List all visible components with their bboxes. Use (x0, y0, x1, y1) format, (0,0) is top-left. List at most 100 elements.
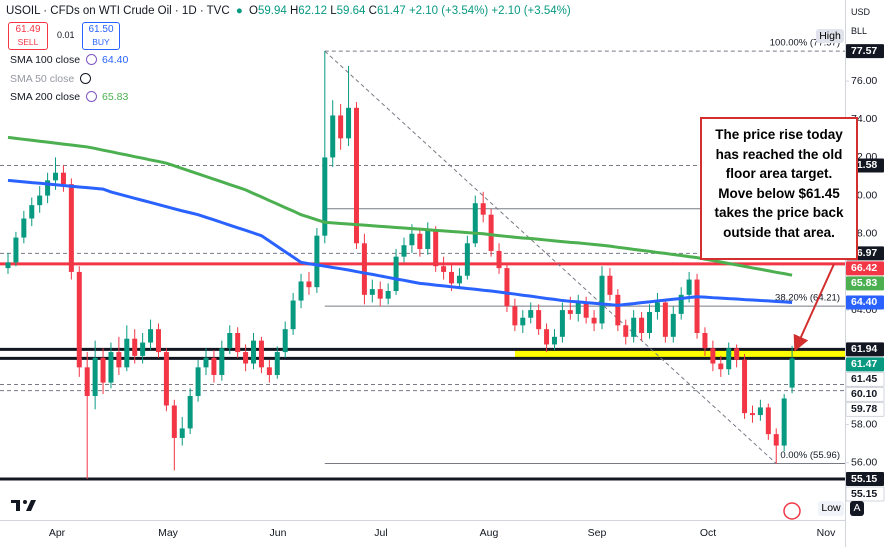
candle-body (401, 245, 407, 257)
candle-body (377, 289, 383, 299)
candle-body (274, 352, 280, 375)
candle-body (425, 229, 431, 250)
fib-label: 100.00% (77.57) (770, 38, 840, 49)
ohlc-key: H (289, 5, 299, 17)
low-button[interactable]: Low (818, 501, 844, 516)
candle-body (599, 275, 605, 324)
candle-body (171, 405, 177, 438)
x-tick-label: May (158, 527, 179, 539)
currency[interactable]: USD (851, 7, 871, 17)
ohlc-value: 62.12 (298, 5, 328, 17)
magic-icon[interactable] (783, 502, 801, 520)
legend-value: 64.40 (102, 54, 129, 66)
legend-icon (86, 54, 98, 65)
price-label-bg (845, 386, 885, 402)
candle-body (322, 157, 328, 236)
symbol: USOIL · CFDs on WTI Crude Oil · 1D · TVC (6, 5, 230, 17)
price-label-bg (846, 342, 884, 357)
y-tick-label: 76.00 (851, 75, 877, 87)
candle-body (607, 275, 613, 295)
price-label-bg (846, 357, 884, 372)
candle-body (662, 302, 668, 337)
candle-body (140, 342, 146, 356)
buy-price: 61.50 (88, 24, 114, 35)
candle-body (480, 203, 486, 215)
candle-body (417, 233, 423, 250)
candle-body (60, 172, 66, 185)
candle-body (37, 195, 43, 206)
header: USOIL · CFDs on WTI Crude Oil · 1D · TVC… (6, 5, 571, 17)
candle-body (670, 313, 676, 337)
annotation-line: The price rise today (715, 127, 843, 142)
candle-body (536, 310, 542, 330)
candle-body (496, 250, 502, 269)
candle-body (219, 348, 225, 375)
price-label-bg (845, 401, 885, 417)
x-tick-label: Aug (480, 527, 499, 539)
candle-body (211, 357, 217, 375)
fib-label: 0.00% (55.96) (780, 450, 840, 461)
buy-button[interactable]: 61.50 BUY (82, 22, 120, 50)
change: +2.10 (+3.54%) (408, 5, 489, 17)
candle-body (734, 348, 740, 360)
y-tick-label: 58.00 (851, 418, 877, 430)
candle-body (678, 294, 684, 314)
candle-body (559, 310, 565, 337)
ohlc: O59.94 H62.12 L59.64 C61.47 +2.10 (+3.54… (249, 5, 571, 17)
price-label-bg (845, 486, 885, 502)
auto-button[interactable]: A (850, 501, 864, 516)
candle-body (686, 279, 692, 295)
candle-body (575, 302, 581, 314)
candle-body (528, 310, 534, 318)
sell-price: 61.49 (15, 24, 41, 35)
candle-body (84, 367, 90, 396)
price-label: 61.45 (851, 373, 877, 385)
candle-body (235, 332, 241, 353)
price-label: 55.15 (851, 488, 877, 500)
candle-body (433, 229, 439, 267)
x-tick-label: Jun (270, 527, 287, 539)
candle-body (346, 107, 352, 139)
legend-name: SMA 100 close (10, 54, 81, 66)
zone (515, 349, 845, 359)
ohlc-value: 61.47 (376, 5, 406, 17)
unit[interactable]: BLL (851, 26, 868, 36)
annotation-line: takes the price back (714, 205, 844, 220)
fib-trend (324, 50, 777, 464)
candle-body (615, 294, 621, 326)
high-button[interactable]: High (816, 29, 844, 43)
candle-body (710, 348, 716, 364)
candle-body (243, 352, 249, 364)
candle-body (266, 367, 272, 375)
candle-body (338, 115, 344, 139)
candle-body (385, 291, 391, 299)
price-label-bg (846, 261, 884, 276)
x-tick-label: Jul (374, 527, 387, 539)
sell-label: SELL (17, 37, 39, 47)
candle-body (464, 243, 470, 276)
candle-body (13, 237, 19, 263)
candle-body (108, 352, 114, 383)
candle-body (781, 398, 787, 446)
candle-body (520, 317, 526, 326)
candle-body (393, 256, 399, 292)
ohlc-key: L (330, 5, 337, 17)
candle-body (203, 357, 209, 368)
candle-body (623, 325, 629, 337)
x-tick-label: Sep (588, 527, 607, 539)
price-label: 64.40 (851, 296, 877, 308)
candle-body (68, 184, 74, 272)
candle-body (369, 289, 375, 295)
candle-body (726, 348, 732, 370)
candle-body (100, 357, 106, 383)
sell-button[interactable]: 61.49 SELL (8, 22, 48, 50)
price-label: 61.94 (851, 343, 877, 355)
candle-body (749, 413, 755, 416)
candle-body (567, 310, 573, 314)
x-tick-label: Apr (49, 527, 66, 539)
y-tick-label: 56.00 (851, 457, 877, 469)
ohlc-key: O (249, 5, 258, 17)
price-label-bg (845, 371, 885, 387)
candle-body (441, 266, 447, 272)
